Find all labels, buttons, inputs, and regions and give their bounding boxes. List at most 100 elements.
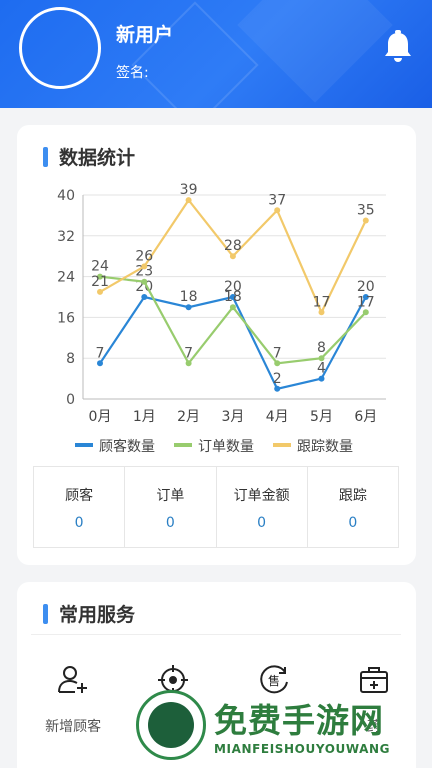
legend-swatch [174,443,192,447]
data-label: 18 [180,289,198,305]
signature-label: 签名: [116,65,149,81]
data-point [97,360,103,367]
y-tick-label: 16 [57,310,75,326]
data-point [318,375,325,382]
y-tick-label: 0 [66,392,75,408]
stat-label: 订单 [156,488,185,504]
services-title: 常用服务 [59,604,136,626]
data-label: 7 [96,345,105,361]
data-label: 21 [91,274,109,290]
stat-tracking[interactable]: 跟踪 0 [308,467,398,547]
data-point [318,309,325,316]
y-tick-label: 32 [57,229,75,245]
data-label: 17 [313,294,331,310]
legend-swatch [273,443,291,447]
bell-icon[interactable] [382,30,414,64]
x-tick-label: 0月 [89,409,112,425]
data-point [141,278,148,285]
common-services-card: 常用服务 新增顾客 售 [17,582,416,768]
medicine-box-icon [359,667,388,693]
watermark-subtext: MIANFEISHOUYOUWANG [214,742,391,756]
profile-header: 新用户 签名: [0,0,432,108]
data-label: 18 [224,289,242,305]
stat-label: 跟踪 [338,488,367,504]
x-tick-label: 2月 [177,409,200,425]
card-title: 常用服务 [43,600,135,627]
x-tick-label: 1月 [133,409,156,425]
data-label: 8 [317,340,326,356]
data-label: 37 [268,192,286,208]
legend-swatch [75,443,93,447]
y-tick-label: 24 [57,270,75,286]
data-label: 26 [135,248,153,264]
service-label: 新增顾客 [45,719,102,735]
stat-label: 顾客 [65,488,94,504]
data-label: 17 [357,294,375,310]
stat-value: 0 [257,515,267,531]
data-label: 35 [357,203,375,219]
watermark-text: 免费手游网 [214,701,384,740]
username: 新用户 [116,24,174,46]
header-decoration [131,1,259,108]
svg-text:售: 售 [268,673,280,688]
data-label: 2 [273,371,282,387]
stat-value: 0 [348,515,358,531]
data-point [362,309,369,316]
stats-summary: 顾客 0 订单 0 订单金额 0 跟踪 0 [33,466,399,548]
stat-label: 订单金额 [233,488,290,504]
y-tick-label: 8 [66,351,75,367]
stat-value: 0 [165,515,175,531]
header-decoration [237,0,393,103]
avatar[interactable] [19,7,101,89]
services-grid: 新增顾客 售 药 [17,664,416,736]
data-point [229,294,236,300]
data-point [274,385,281,392]
y-tick-label: 40 [57,188,75,204]
data-point [185,304,192,311]
card-title: 数据统计 [43,143,135,170]
data-label: 4 [317,361,326,377]
title-accent [43,603,48,624]
data-point [362,217,369,224]
data-point [141,294,148,300]
x-tick-label: 3月 [221,409,244,425]
data-label: 24 [91,259,109,275]
legend-label: 跟踪数量 [297,439,353,455]
sale-icon: 售 [259,665,288,694]
stat-order-amount[interactable]: 订单金额 0 [217,467,308,547]
service-add-customer[interactable]: 新增顾客 [31,664,115,736]
divider [31,634,401,635]
data-statistics-card: 数据统计 0 8 16 24 32 40 0月 1月 2月 3月 4月 5月 6月 7 20 18 20 2 4 20… [17,125,416,565]
service-medicine[interactable]: 药 [332,664,416,736]
data-point [141,263,148,270]
legend-label: 订单数量 [198,439,254,455]
data-point [229,253,236,260]
data-label: 7 [273,345,282,361]
stat-customers[interactable]: 顾客 0 [34,467,126,547]
legend-label: 顾客数量 [99,438,155,455]
watermark: 免费手游网 MIANFEISHOUYOUWANG [136,690,432,768]
x-tick-label: 4月 [266,409,289,425]
add-user-icon [58,666,88,693]
data-label: 7 [184,345,193,361]
data-label: 20 [357,279,375,295]
data-point [274,207,281,214]
x-tick-label: 6月 [354,409,377,425]
title-accent [43,146,48,167]
service-sale[interactable]: 售 [232,664,316,736]
data-point [97,288,103,295]
data-label: 28 [224,238,242,254]
data-point [185,360,192,367]
data-point [274,360,281,367]
data-point [185,197,192,204]
service-label: 药 [366,719,381,735]
x-tick-label: 5月 [310,409,333,425]
data-point [318,355,325,362]
stat-orders[interactable]: 订单 0 [125,467,217,547]
data-point [362,294,369,300]
data-label: 39 [180,182,198,198]
statistics-title: 数据统计 [59,147,136,169]
stat-value: 0 [74,515,84,531]
watermark-logo [136,690,206,760]
